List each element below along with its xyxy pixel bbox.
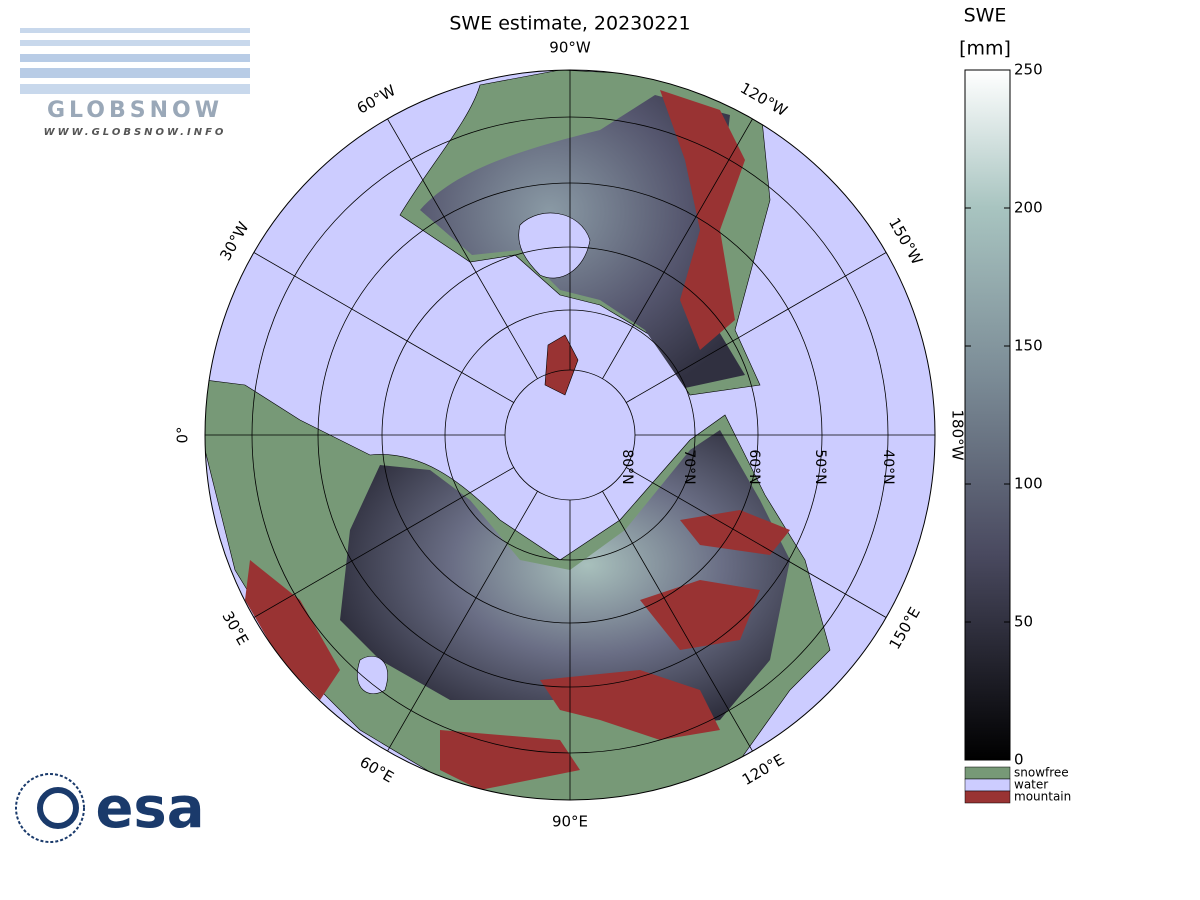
map-border xyxy=(204,69,936,801)
meridian-label: 60°W xyxy=(354,81,399,117)
map-title: SWE estimate, 20230221 xyxy=(449,13,690,35)
latitude-label: 40°N xyxy=(880,449,896,484)
colorbar-tick-label: 100 xyxy=(1014,475,1043,493)
class-label: mountain xyxy=(1014,790,1071,804)
meridian-label: 90°W xyxy=(549,39,591,57)
meridian xyxy=(387,491,538,752)
eurasia-snow xyxy=(340,430,790,730)
logo-name: GLOBSNOW xyxy=(47,98,223,123)
colorbar-tick-label: 50 xyxy=(1014,613,1033,631)
latitude-label: 60°N xyxy=(746,449,762,484)
meridian xyxy=(253,252,514,403)
esa-logo: esa xyxy=(15,773,205,843)
colorbar xyxy=(964,69,1011,761)
meridian xyxy=(626,467,887,618)
meridian xyxy=(626,252,887,403)
hudson-bay xyxy=(518,212,591,279)
class-swatch xyxy=(964,778,1011,792)
meridian-label: 60°E xyxy=(357,753,397,787)
meridian-label: 120°E xyxy=(739,751,787,789)
na-mountains xyxy=(660,90,745,350)
eurasia-mountains xyxy=(245,510,790,790)
meridian xyxy=(602,118,753,379)
meridian-label: 180°W xyxy=(949,410,967,461)
latitude-label: 80°N xyxy=(619,449,635,484)
colorbar-title: [mm] xyxy=(959,38,1011,60)
meridian-label: 0° xyxy=(174,426,192,443)
class-swatch xyxy=(964,790,1011,804)
colorbar-tick-label: 250 xyxy=(1014,61,1043,79)
meridian-label: 90°E xyxy=(552,813,588,831)
map xyxy=(205,70,935,800)
caspian xyxy=(357,655,388,695)
colorbar-title: SWE xyxy=(964,5,1007,27)
class-label: water xyxy=(1014,778,1048,792)
colorbar-tick-label: 200 xyxy=(1014,199,1043,217)
class-swatch xyxy=(964,766,1011,780)
graticule xyxy=(205,70,935,800)
globsnow-logo: GLOBSNOW WWW.GLOBSNOW.INFO xyxy=(20,28,250,138)
meridian xyxy=(602,491,753,752)
latitude-label: 50°N xyxy=(812,449,828,484)
meridian-label: 150°W xyxy=(885,215,926,268)
meridian-label: 120°W xyxy=(737,79,790,120)
logo-url: WWW.GLOBSNOW.INFO xyxy=(44,127,227,138)
meridian-label: 150°E xyxy=(886,604,924,652)
colorbar-tick-label: 0 xyxy=(1014,751,1024,769)
colorbar-tick-label: 150 xyxy=(1014,337,1043,355)
meridian xyxy=(387,118,538,379)
latitude-label: 70°N xyxy=(681,449,697,484)
meridian xyxy=(253,467,514,618)
meridian-label: 30°E xyxy=(218,608,252,648)
meridian-label: 30°W xyxy=(216,219,252,264)
agency-name: esa xyxy=(95,776,204,841)
class-label: snowfree xyxy=(1014,766,1069,780)
